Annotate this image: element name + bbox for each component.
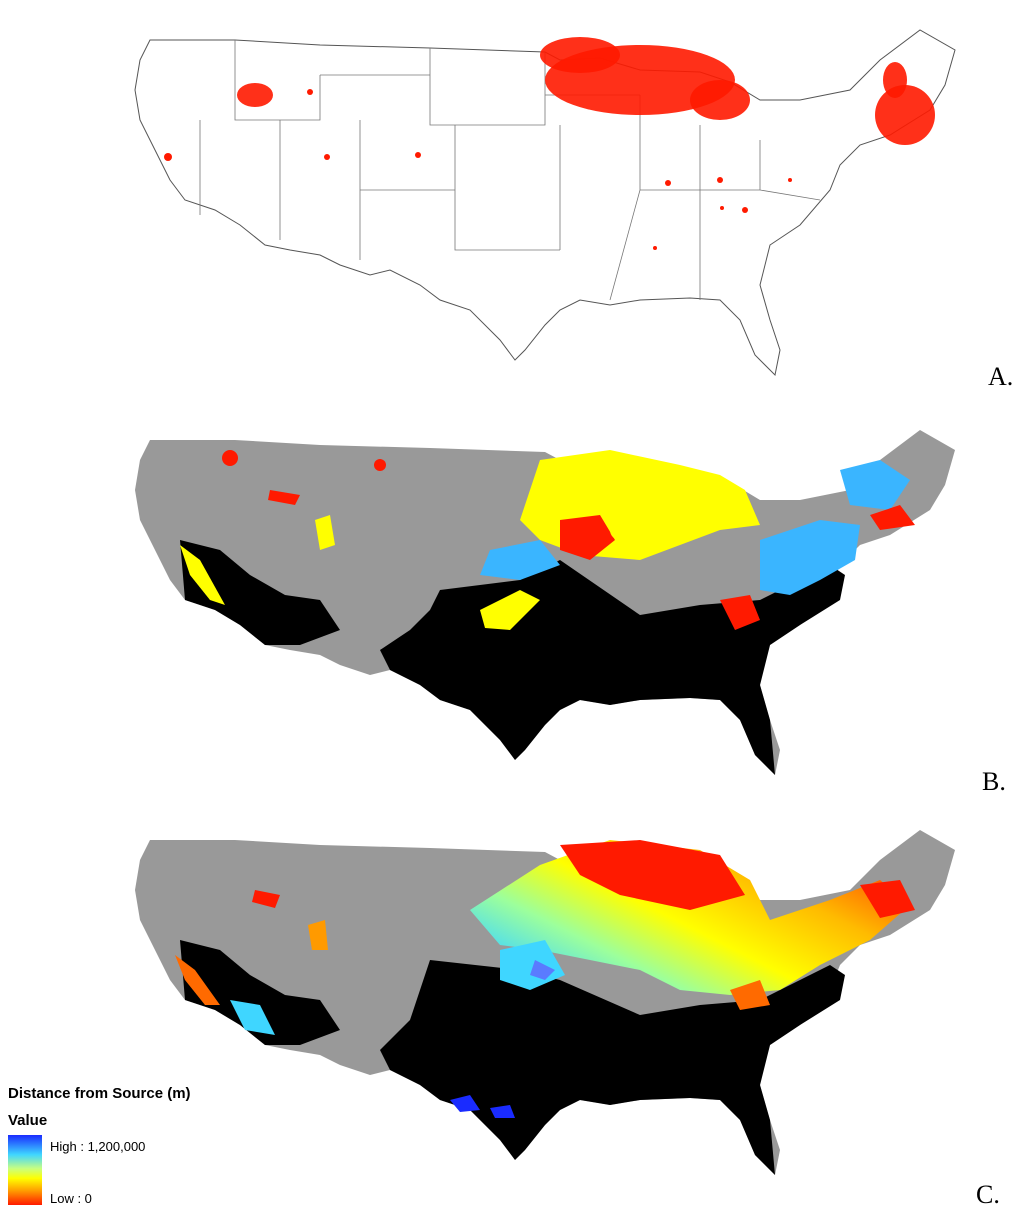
map-legend: Distance from Source (m) Value High : 1,… [8, 1085, 248, 1210]
legend-high-label: High : 1,200,000 [50, 1139, 146, 1154]
panel-b-map [135, 430, 955, 775]
panel-a: A. [0, 0, 1024, 395]
panel-b-label: B. [982, 767, 1006, 796]
excluded-areas [180, 940, 845, 1175]
suitability-patches [180, 450, 915, 630]
legend-color-ramp [8, 1135, 42, 1205]
legend-subtitle: Value [8, 1112, 48, 1129]
legend-title: Distance from Source (m) [8, 1085, 191, 1102]
legend-low-label: Low : 0 [50, 1191, 92, 1206]
panel-c: C. [0, 800, 1024, 1212]
panel-a-map [134, 29, 956, 376]
panel-c-label: C. [976, 1180, 1000, 1209]
panel-b: B. [0, 400, 1024, 796]
panel-c-map [135, 830, 955, 1175]
panel-a-label: A. [988, 362, 1014, 391]
source-points [164, 37, 935, 250]
distance-surface [175, 840, 915, 1118]
